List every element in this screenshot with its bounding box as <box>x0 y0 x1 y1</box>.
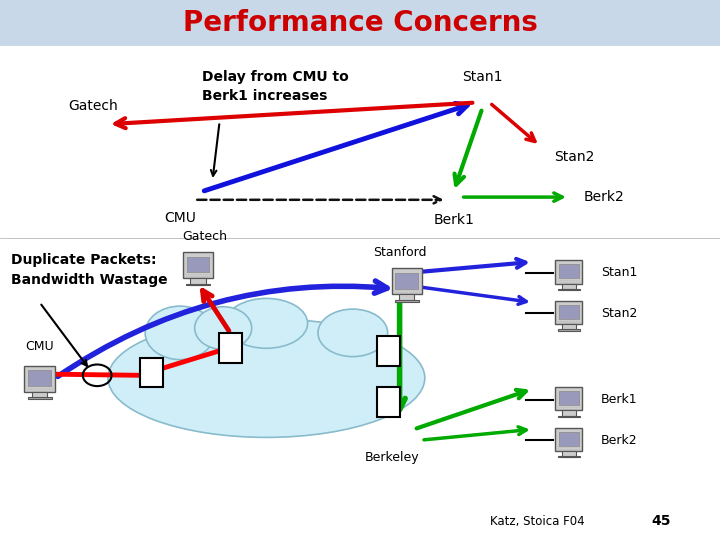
FancyBboxPatch shape <box>395 300 419 301</box>
Text: Stan2: Stan2 <box>554 150 595 164</box>
Text: Stan1: Stan1 <box>462 70 503 84</box>
Text: Berk1: Berk1 <box>601 393 638 406</box>
FancyBboxPatch shape <box>392 268 422 294</box>
Ellipse shape <box>108 319 425 437</box>
FancyBboxPatch shape <box>562 324 575 330</box>
Text: Stan2: Stan2 <box>601 307 638 320</box>
Text: Stanford: Stanford <box>373 246 426 259</box>
FancyBboxPatch shape <box>27 397 52 399</box>
Ellipse shape <box>318 309 387 356</box>
Text: CMU: CMU <box>164 211 196 225</box>
Text: CMU: CMU <box>25 340 54 353</box>
FancyBboxPatch shape <box>555 428 582 451</box>
FancyBboxPatch shape <box>558 329 580 330</box>
FancyBboxPatch shape <box>562 410 575 416</box>
Text: Berk2: Berk2 <box>583 190 624 204</box>
FancyBboxPatch shape <box>555 387 582 410</box>
Ellipse shape <box>225 299 307 348</box>
Text: Gatech: Gatech <box>183 230 228 243</box>
FancyBboxPatch shape <box>377 336 400 366</box>
FancyBboxPatch shape <box>32 392 48 398</box>
FancyBboxPatch shape <box>377 388 400 417</box>
FancyBboxPatch shape <box>140 358 163 388</box>
FancyBboxPatch shape <box>395 273 418 288</box>
FancyBboxPatch shape <box>558 456 580 457</box>
FancyBboxPatch shape <box>559 265 579 278</box>
FancyBboxPatch shape <box>558 416 580 417</box>
FancyBboxPatch shape <box>186 284 210 285</box>
FancyBboxPatch shape <box>219 333 242 363</box>
FancyBboxPatch shape <box>558 289 580 290</box>
Text: Berkeley: Berkeley <box>365 451 420 464</box>
Text: Stan1: Stan1 <box>601 266 638 279</box>
Ellipse shape <box>194 307 252 349</box>
Ellipse shape <box>145 306 215 360</box>
FancyBboxPatch shape <box>562 451 575 457</box>
FancyBboxPatch shape <box>559 392 579 405</box>
FancyBboxPatch shape <box>186 257 210 272</box>
Text: Duplicate Packets:
Bandwidth Wastage: Duplicate Packets: Bandwidth Wastage <box>11 253 168 287</box>
FancyBboxPatch shape <box>559 432 579 445</box>
FancyBboxPatch shape <box>183 252 213 278</box>
Text: Delay from CMU to
Berk1 increases: Delay from CMU to Berk1 increases <box>202 70 348 103</box>
Text: Performance Concerns: Performance Concerns <box>183 9 537 37</box>
FancyBboxPatch shape <box>24 366 55 392</box>
Text: Berk1: Berk1 <box>433 213 474 227</box>
FancyBboxPatch shape <box>0 0 720 46</box>
Text: Berk2: Berk2 <box>601 434 638 447</box>
FancyBboxPatch shape <box>399 294 415 301</box>
FancyBboxPatch shape <box>28 370 51 386</box>
FancyBboxPatch shape <box>555 301 582 324</box>
Text: Katz, Stoica F04: Katz, Stoica F04 <box>490 515 584 528</box>
FancyBboxPatch shape <box>190 278 206 285</box>
Text: Gatech: Gatech <box>68 99 119 113</box>
FancyBboxPatch shape <box>562 284 575 289</box>
FancyBboxPatch shape <box>559 305 579 319</box>
Text: 45: 45 <box>652 514 671 528</box>
FancyBboxPatch shape <box>555 260 582 284</box>
